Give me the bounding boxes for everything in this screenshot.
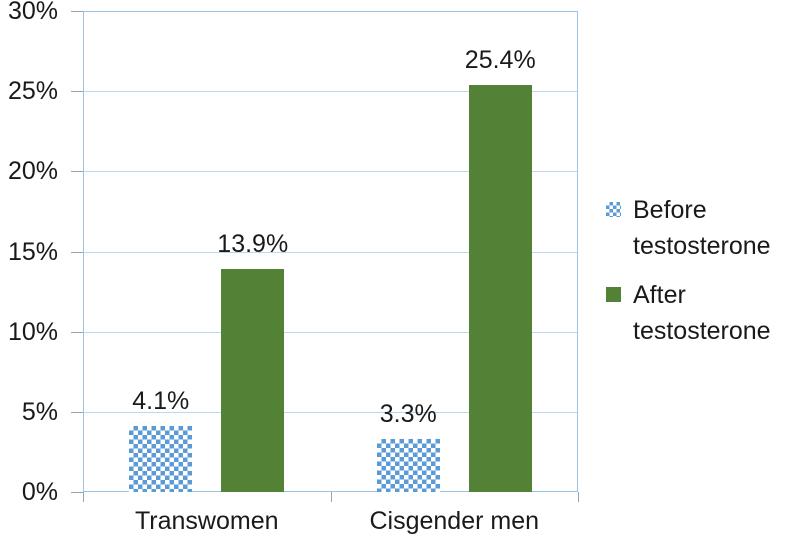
bar-before-transwomen: [129, 426, 193, 492]
gridline-15: [84, 251, 577, 253]
y-axis-label-15%: 15%: [7, 237, 58, 266]
data-label-after-transwomen: 13.9%: [217, 230, 289, 259]
legend-item-before: Before testosterone: [606, 192, 796, 264]
data-label-before-transwomen: 4.1%: [132, 387, 190, 416]
legend-item-after: After testosterone: [606, 277, 796, 349]
data-label-after-cisgender-men: 25.4%: [464, 45, 536, 74]
legend-label-before-line2: testosterone: [633, 232, 771, 260]
y-axis-tick-30%: [71, 11, 83, 12]
y-axis-tick-5%: [71, 411, 83, 413]
y-axis-tick-0%: [71, 492, 83, 493]
x-axis-tick-2: [578, 492, 579, 502]
y-axis-label-30%: 30%: [7, 0, 58, 25]
y-axis-tick-20%: [71, 171, 83, 173]
data-label-before-cisgender-men: 3.3%: [379, 400, 437, 429]
y-axis-label-20%: 20%: [7, 157, 58, 186]
gridline-25: [84, 91, 577, 93]
after-solid-swatch-icon: [606, 287, 621, 302]
before-pattern-swatch-icon: [606, 202, 621, 217]
bar-after-transwomen: [221, 269, 285, 492]
legend: Before testosterone After testosterone: [606, 192, 796, 362]
y-axis-label-5%: 5%: [21, 397, 58, 426]
category-label-transwomen: Transwomen: [134, 507, 279, 535]
legend-label-before: Before testosterone: [633, 192, 771, 264]
bar-after-cisgender-men: [468, 84, 532, 492]
legend-label-after-line2: testosterone: [633, 317, 771, 345]
y-axis-label-25%: 25%: [7, 77, 58, 106]
y-axis-label-10%: 10%: [7, 317, 58, 346]
legend-label-after: After testosterone: [633, 277, 771, 349]
y-axis-tick-15%: [71, 251, 83, 253]
x-axis-tick-0: [83, 492, 84, 502]
category-label-cisgender-men: Cisgender men: [369, 507, 540, 535]
legend-label-before-line1: Before: [633, 196, 707, 224]
gridline-20: [84, 171, 577, 173]
y-axis-tick-10%: [71, 331, 83, 333]
x-axis-tick-1: [330, 492, 332, 502]
y-axis-tick-25%: [71, 91, 83, 93]
gridline-10: [84, 331, 577, 333]
bar-before-cisgender-men: [376, 439, 440, 492]
legend-label-after-line1: After: [633, 281, 686, 309]
gridline-5: [84, 411, 577, 413]
y-axis-label-0%: 0%: [21, 478, 58, 506]
